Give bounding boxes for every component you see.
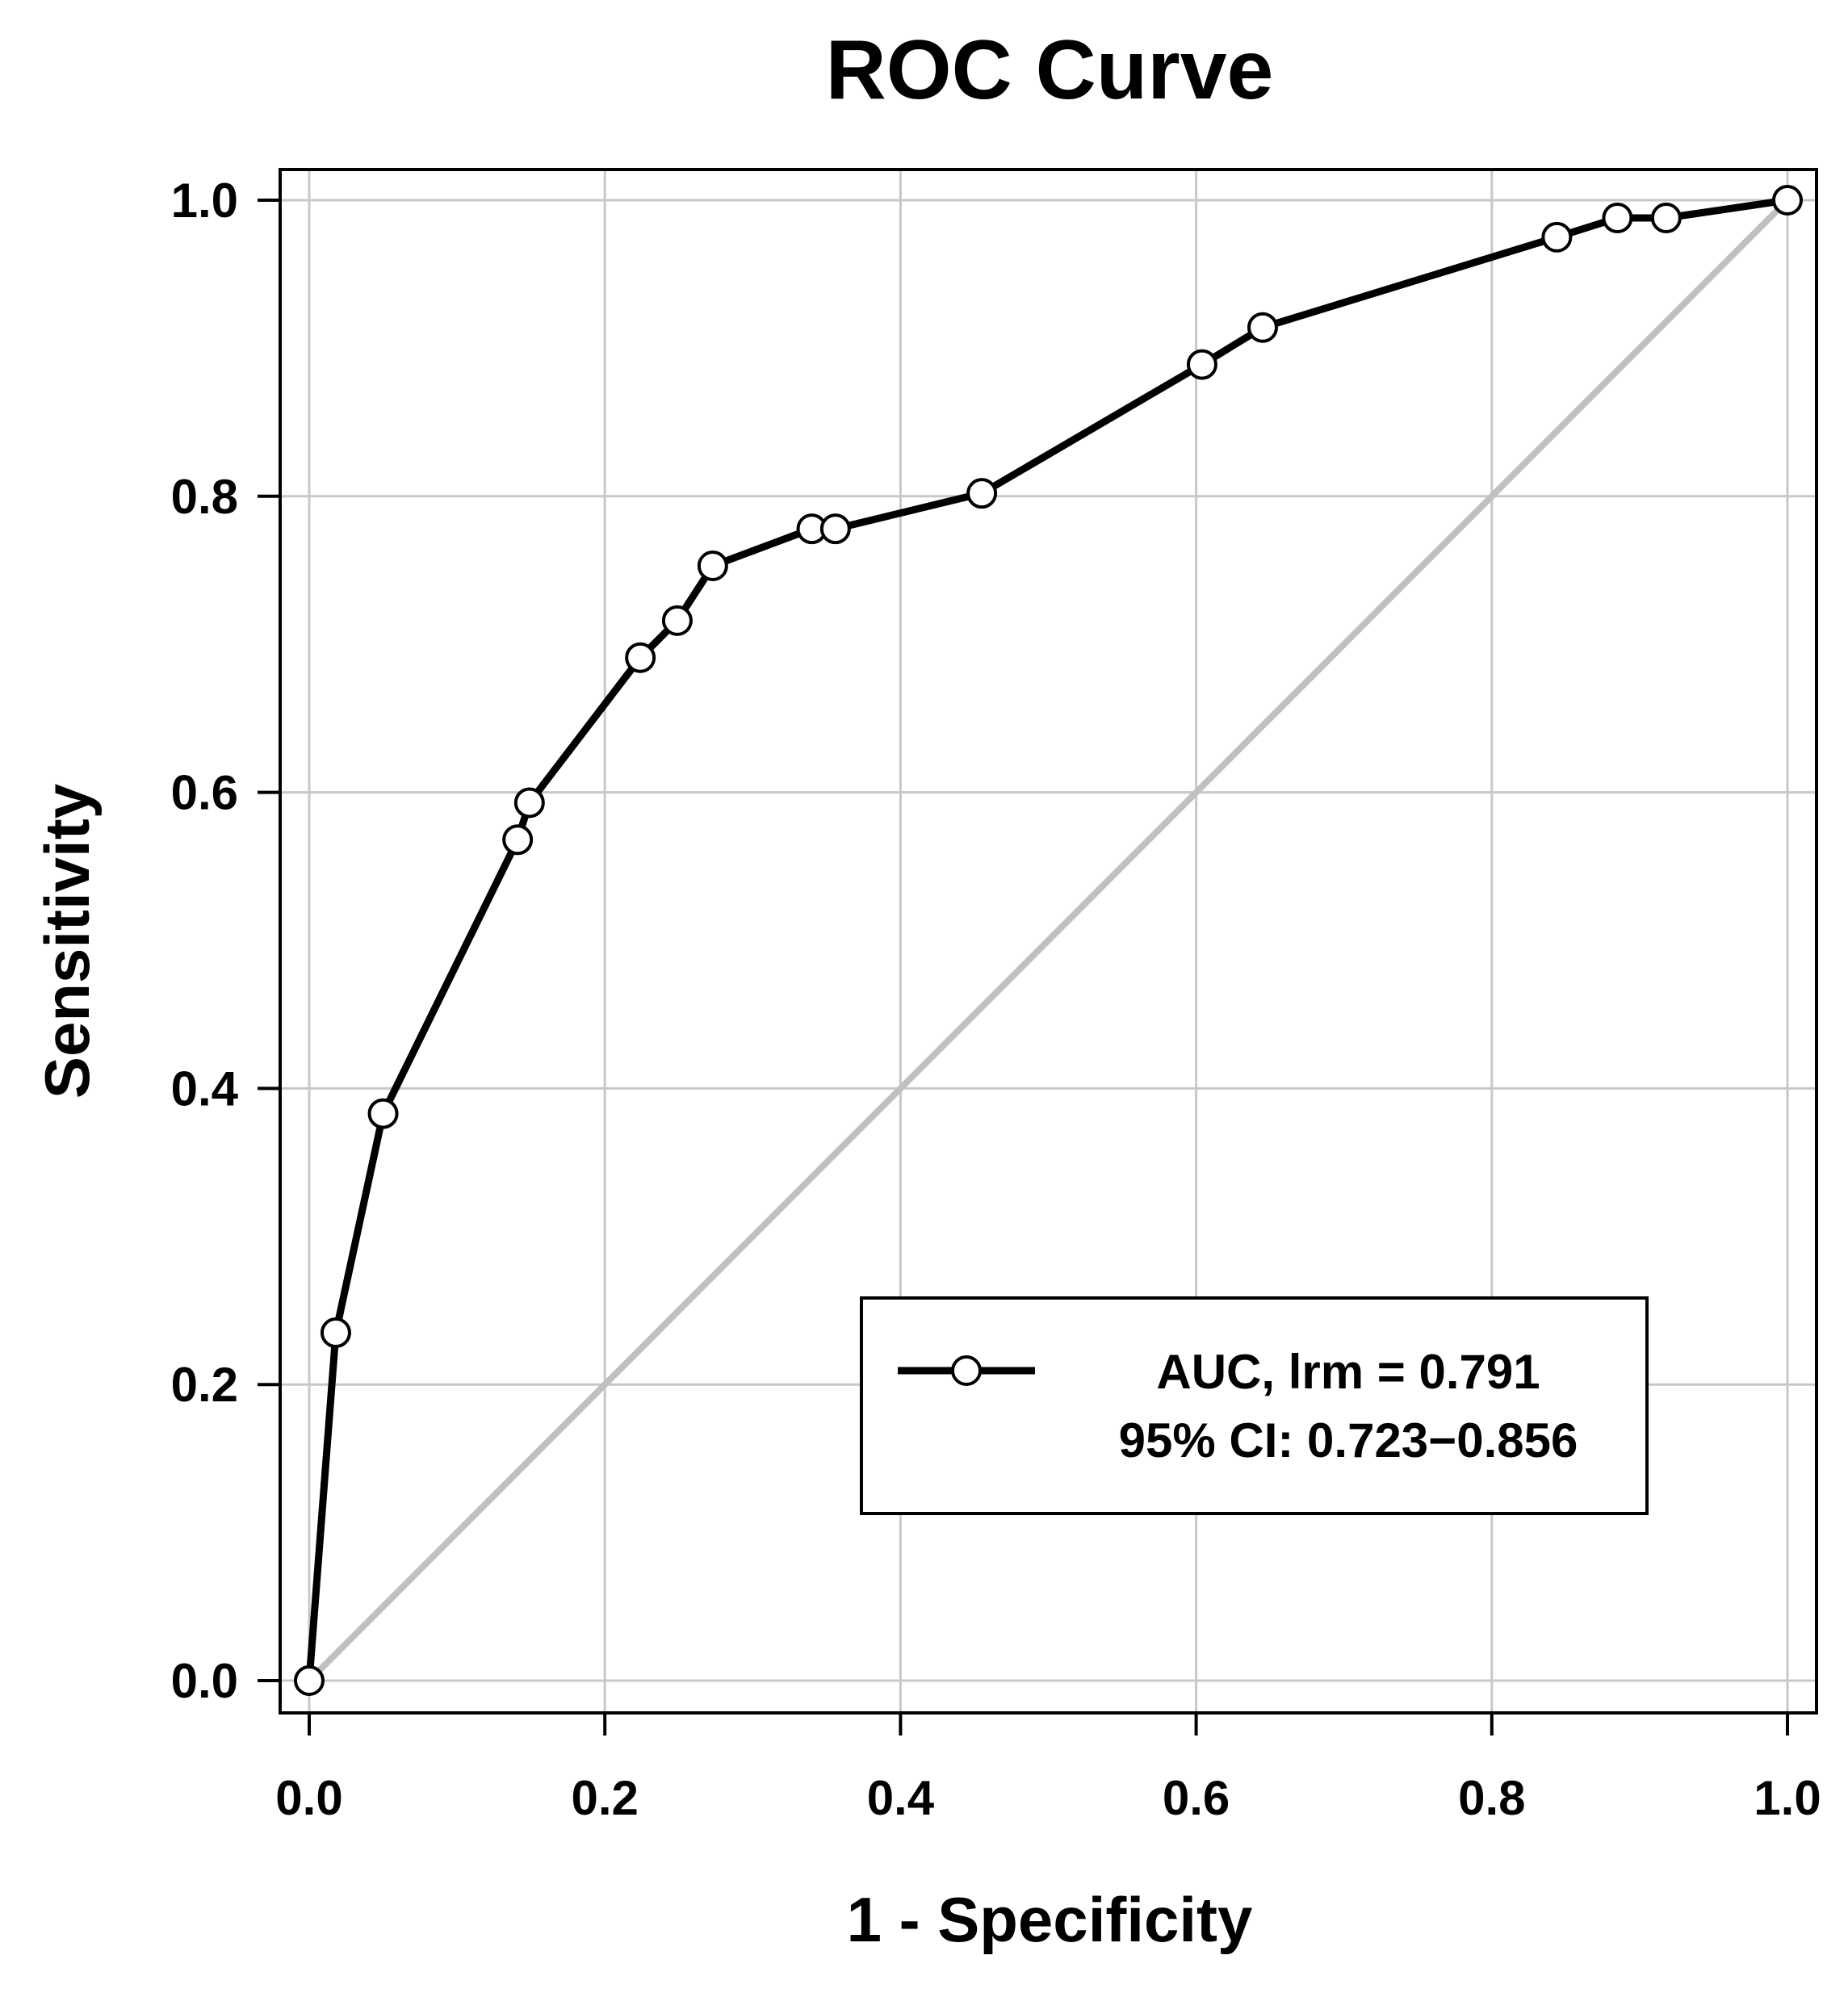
x-tick-label-2: 0.4 [867, 1771, 935, 1825]
legend-ci-text: 95% CI: 0.723−0.856 [1119, 1413, 1578, 1468]
roc-point-14 [1602, 203, 1633, 234]
x-tick-label-3: 0.6 [1163, 1771, 1230, 1825]
grid-lines [280, 170, 1817, 1713]
x-axis: 0.0 0.2 0.4 0.6 0.8 1.0 [275, 1711, 1821, 1825]
y-tick-label-3: 0.6 [171, 766, 238, 820]
reference-diagonal-line [306, 197, 1791, 1684]
roc-point-6 [661, 605, 693, 636]
x-tick-label-0: 0.0 [275, 1771, 342, 1825]
roc-markers [294, 185, 1803, 1696]
roc-point-4 [513, 787, 545, 819]
x-tick-label-1: 0.2 [571, 1771, 638, 1825]
roc-point-11 [1186, 349, 1217, 380]
y-tick-label-0: 0.0 [171, 1654, 238, 1708]
roc-point-0 [294, 1665, 325, 1696]
roc-point-15 [1650, 203, 1682, 234]
roc-point-12 [1247, 312, 1278, 343]
y-tick-label-1: 0.2 [171, 1358, 238, 1412]
x-tick-label-4: 0.8 [1458, 1771, 1525, 1825]
y-tick-label-2: 0.4 [171, 1061, 239, 1116]
legend: AUC, lrm = 0.791 95% CI: 0.723−0.856 [860, 1296, 1649, 1515]
y-tick-label-4: 0.8 [171, 470, 238, 524]
roc-point-1 [320, 1317, 351, 1349]
y-tick-label-5: 1.0 [171, 174, 238, 228]
legend-marker-sample [951, 1355, 982, 1386]
x-tick-label-5: 1.0 [1754, 1771, 1821, 1825]
legend-auc-text: AUC, lrm = 0.791 [1156, 1345, 1540, 1399]
legend-box [860, 1296, 1649, 1515]
roc-point-5 [625, 642, 656, 673]
y-axis: 0.0 0.2 0.4 0.6 0.8 1.0 [171, 174, 282, 1708]
roc-point-3 [502, 824, 534, 856]
roc-point-9 [819, 513, 851, 545]
roc-point-16 [1772, 185, 1803, 216]
y-axis-label: Sensitivity [31, 784, 103, 1099]
x-axis-label: 1 - Specificity [847, 1884, 1253, 1955]
roc-point-2 [367, 1098, 399, 1129]
chart-title: ROC Curve [826, 23, 1274, 117]
roc-point-7 [697, 550, 728, 581]
roc-point-10 [966, 478, 998, 509]
roc-point-13 [1541, 221, 1573, 253]
